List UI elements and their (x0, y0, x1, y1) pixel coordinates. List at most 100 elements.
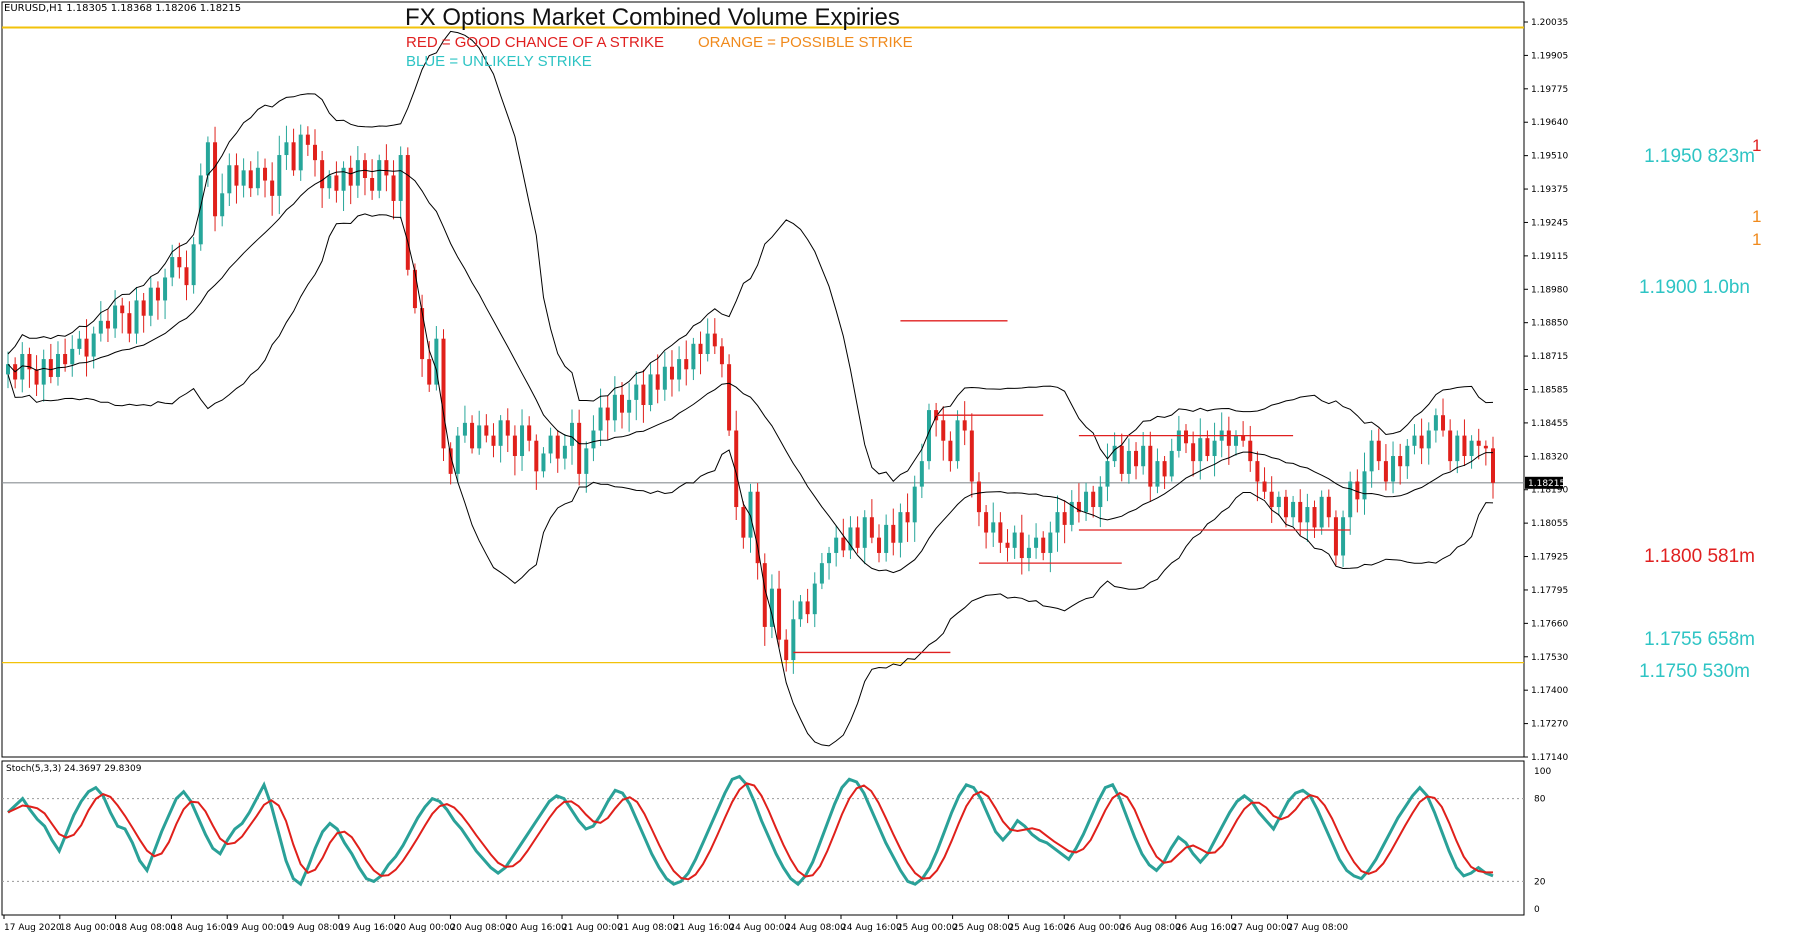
candle (655, 354, 660, 404)
candle-body (498, 420, 503, 446)
candle (1462, 419, 1467, 467)
price-tick-label: 1.18055 (1531, 519, 1568, 529)
price-tick-label: 1.19375 (1531, 185, 1568, 195)
candle-body (520, 425, 525, 457)
price-tick-label: 1.18455 (1531, 419, 1568, 429)
candle (63, 338, 68, 372)
time-tick-label: 25 Aug 08:00 (953, 923, 1014, 933)
candle-body (819, 563, 824, 584)
candle-body (1191, 443, 1196, 462)
strike-label-11950: 1.1950 823m (1644, 146, 1755, 167)
candle (105, 309, 110, 343)
candle (1155, 448, 1160, 494)
candle-body (669, 366, 674, 380)
candle (491, 423, 496, 458)
candle (377, 154, 382, 199)
candle-body (1441, 415, 1446, 431)
time-tick-label: 26 Aug 08:00 (1120, 923, 1181, 933)
candle (1291, 495, 1296, 527)
strike-label-11750: 1.1750 530m (1639, 661, 1750, 682)
candle (512, 425, 517, 476)
candle (841, 518, 846, 558)
candle-body (1134, 450, 1139, 467)
candle-body (926, 410, 931, 462)
candle-body (1005, 542, 1010, 548)
candle-body (1034, 537, 1039, 548)
candle (1269, 476, 1274, 523)
candle (1212, 422, 1217, 477)
candle-body (91, 333, 96, 357)
candle (1262, 467, 1267, 500)
candle-body (1483, 445, 1488, 449)
candle (305, 126, 310, 156)
candle-body (384, 160, 389, 176)
candle (498, 415, 503, 463)
candle (1433, 408, 1438, 443)
candle (677, 346, 682, 392)
time-tick-label: 17 Aug 2020 (4, 923, 62, 933)
candle (1119, 433, 1124, 482)
candle (748, 483, 753, 553)
candle-body (791, 619, 796, 661)
candle-body (891, 524, 896, 543)
candle-body (1469, 440, 1474, 457)
candle (691, 337, 696, 381)
candle (127, 301, 132, 343)
candle-body (1184, 430, 1189, 444)
candle (1069, 490, 1074, 532)
candle (848, 516, 853, 559)
candle (141, 292, 146, 333)
bollinger-lower-band (7, 213, 1494, 747)
candle (348, 155, 353, 205)
candle (91, 326, 96, 369)
candle (291, 128, 296, 176)
candle (1419, 418, 1424, 465)
candle-body (848, 527, 853, 551)
candle (1248, 425, 1253, 472)
price-tick-label: 1.17270 (1531, 720, 1568, 730)
stochastic-signal-line (7, 782, 1493, 881)
candle (926, 403, 931, 470)
candle (405, 147, 410, 276)
legend-red: RED = GOOD CHANCE OF A STRIKE (406, 34, 664, 51)
candle-body (1155, 461, 1160, 487)
candle (969, 413, 974, 498)
candle (1162, 456, 1167, 489)
candle (320, 150, 325, 208)
candle (1283, 489, 1288, 528)
candle (1076, 483, 1081, 523)
candle-body (719, 346, 724, 365)
candle-body (398, 155, 403, 201)
candle (719, 338, 724, 378)
candle-body (1105, 461, 1110, 487)
candle (819, 552, 824, 590)
candle (1476, 428, 1481, 460)
candle-body (327, 175, 332, 189)
candle (462, 405, 467, 443)
candle-body (420, 308, 425, 360)
candle-body (1241, 435, 1246, 441)
time-tick-label: 20 Aug 00:00 (395, 923, 456, 933)
candle (648, 362, 653, 412)
candle-body (527, 425, 532, 441)
candle (1348, 471, 1353, 535)
candle-body (555, 435, 560, 459)
candle-body (48, 359, 53, 377)
candle-body (1112, 445, 1117, 462)
candle (1341, 510, 1346, 567)
candle (805, 588, 810, 624)
candle-body (1248, 440, 1253, 462)
candle-body (277, 155, 282, 196)
stochastic-tick-label: 100 (1534, 767, 1551, 777)
candle-body (1098, 486, 1103, 508)
candle-body (1126, 450, 1131, 474)
candle (605, 395, 610, 441)
candle-body (605, 407, 610, 421)
price-tick-label: 1.19775 (1531, 85, 1568, 95)
candle-body (784, 639, 789, 661)
candle-body (827, 552, 832, 564)
candle-body (1462, 435, 1467, 457)
candle (727, 354, 732, 436)
candle-body (1012, 532, 1017, 548)
candle (541, 447, 546, 478)
